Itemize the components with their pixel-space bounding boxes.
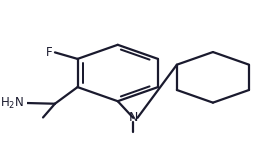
Text: F: F [45, 46, 52, 59]
Text: H$_2$N: H$_2$N [0, 95, 24, 111]
Text: N: N [128, 111, 138, 124]
